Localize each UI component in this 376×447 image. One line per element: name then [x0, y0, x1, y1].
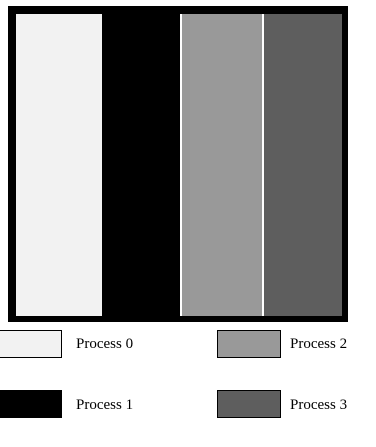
partition-strip-process-3: [262, 14, 342, 316]
legend-swatch-process-3: [217, 390, 281, 418]
legend-swatch-process-0: [0, 330, 62, 358]
domain-partition-diagram: [8, 6, 348, 322]
legend-label-process-0: Process 0: [76, 336, 134, 352]
legend-swatch-process-2: [217, 330, 281, 358]
partition-strip-process-0: [16, 14, 102, 316]
legend-label-process-3: Process 3: [290, 397, 348, 413]
legend-label-process-1: Process 1: [76, 397, 134, 413]
partition-strip-process-2: [180, 14, 262, 316]
legend-swatch-process-1: [0, 390, 62, 418]
legend-label-process-2: Process 2: [290, 336, 348, 352]
partition-strip-process-1: [104, 14, 188, 316]
